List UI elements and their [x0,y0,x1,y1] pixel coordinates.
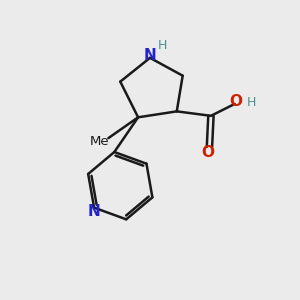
Text: O: O [202,145,214,160]
Text: N: N [144,48,156,63]
Text: N: N [88,204,100,219]
Text: Me: Me [90,135,109,148]
Text: H: H [158,39,167,52]
Text: H: H [246,96,256,109]
Text: O: O [230,94,243,109]
